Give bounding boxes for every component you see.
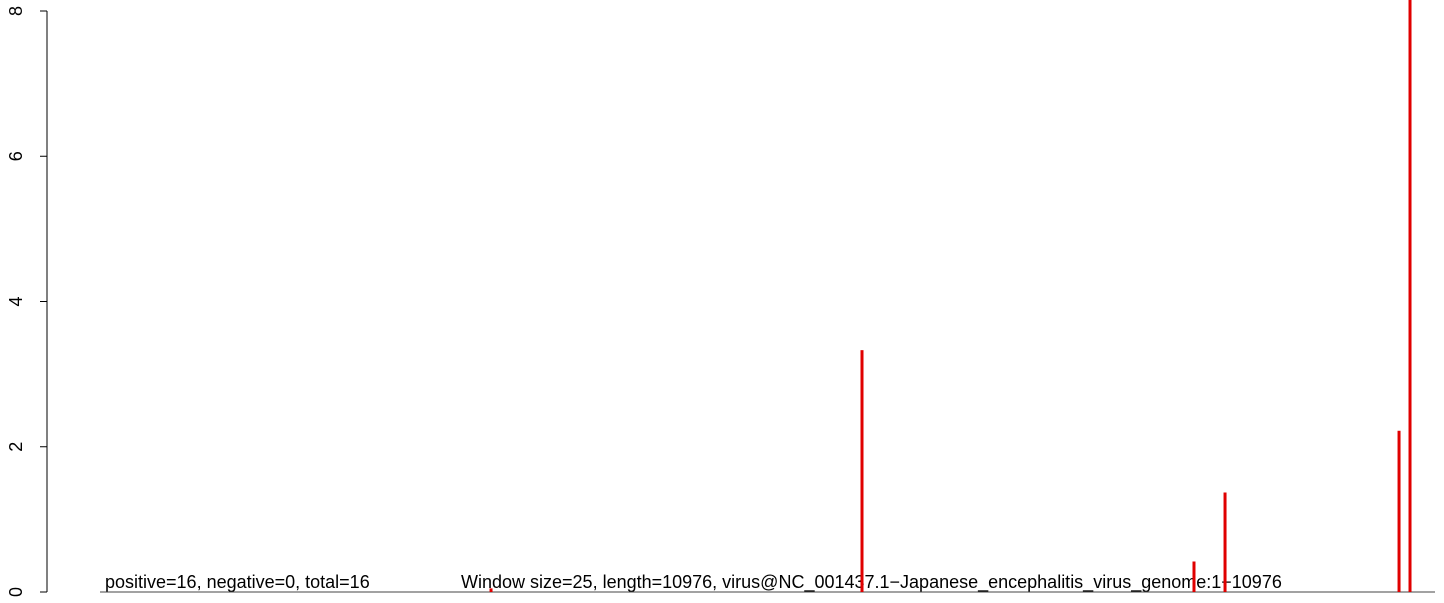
bar xyxy=(1397,430,1401,592)
y-tick-label: 4 xyxy=(6,296,26,306)
y-tick-label: 8 xyxy=(6,6,26,16)
bar xyxy=(860,350,864,592)
bar xyxy=(489,588,493,592)
y-tick-label: 2 xyxy=(6,442,26,452)
bar xyxy=(1408,0,1412,593)
bar xyxy=(1192,561,1196,592)
annotation: positive=16, negative=0, total=16 xyxy=(105,572,370,592)
y-tick-label: 0 xyxy=(6,587,26,597)
bar xyxy=(1223,492,1227,592)
annotation: Window size=25, length=10976, virus@NC_0… xyxy=(461,572,1282,593)
y-tick-label: 6 xyxy=(6,151,26,161)
